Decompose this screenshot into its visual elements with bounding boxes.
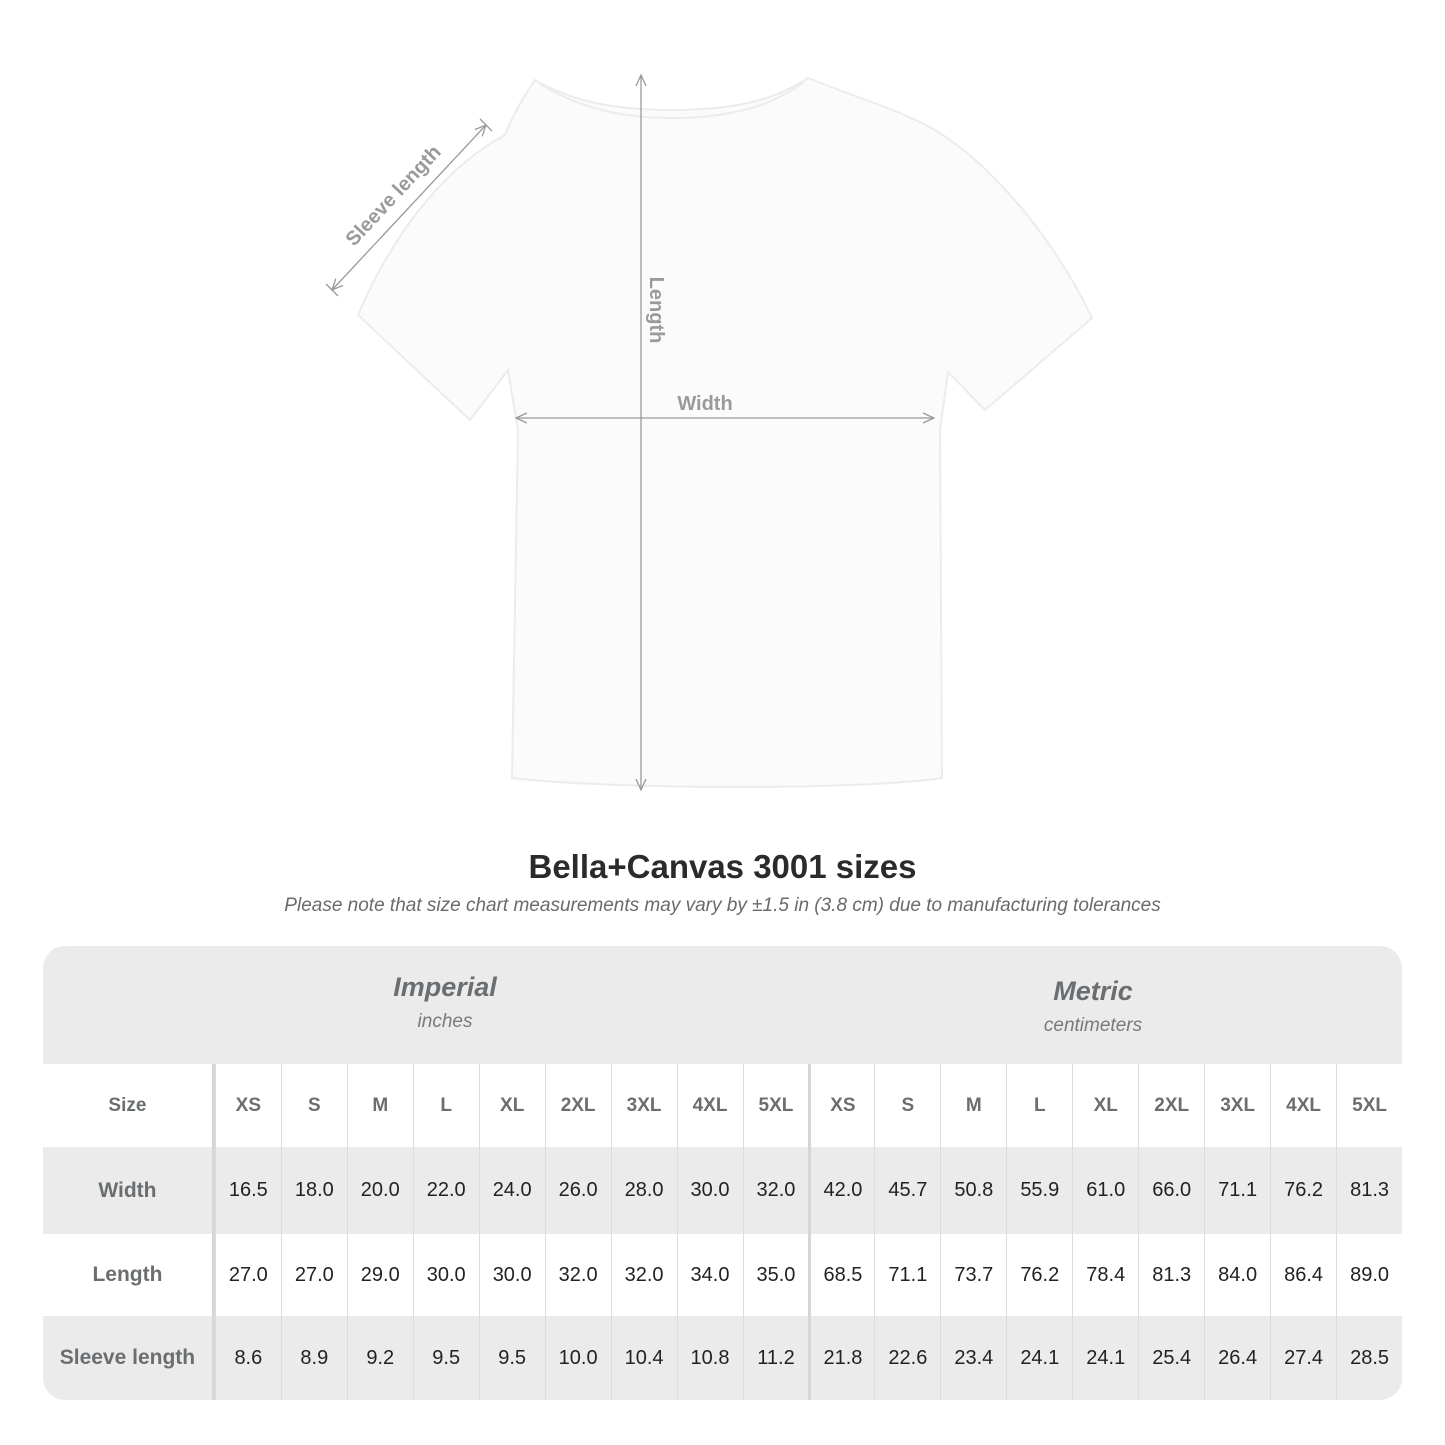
table-cell: 76.2 (1006, 1234, 1072, 1316)
table-cell: L (1006, 1064, 1072, 1147)
table-cell: 2XL (544, 1064, 611, 1147)
table-cell: 32.0 (544, 1234, 611, 1316)
table-cell: XL (1072, 1064, 1138, 1147)
table-cell: 23.4 (940, 1316, 1006, 1400)
table-cell: S (874, 1064, 940, 1147)
table-cell: 71.1 (1204, 1147, 1270, 1234)
table-cell: 35.0 (742, 1234, 809, 1316)
table-cell: 30.0 (412, 1234, 479, 1316)
table-cell: 9.2 (346, 1316, 413, 1400)
sleeve-measure-line (332, 125, 486, 290)
table-cell: 26.4 (1204, 1316, 1270, 1400)
table-cell: 4XL (676, 1064, 743, 1147)
table-cell: 73.7 (940, 1234, 1006, 1316)
table-cell: 66.0 (1138, 1147, 1204, 1234)
table-row-width: Width 16.5 18.0 20.0 22.0 24.0 26.0 28.0 30.0 32.… (43, 1147, 1402, 1234)
imperial-header: Imperial inches (245, 972, 645, 1033)
table-cell: XL (478, 1064, 545, 1147)
table-cell: 78.4 (1072, 1234, 1138, 1316)
table-cell: 28.5 (1336, 1316, 1402, 1400)
metric-header: Metric centimeters (893, 976, 1293, 1037)
table-cell: 3XL (610, 1064, 677, 1147)
metric-unit: centimeters (1043, 1015, 1143, 1036)
row-label: Width (43, 1147, 215, 1234)
table-cell: 27.4 (1270, 1316, 1336, 1400)
table-cell: 32.0 (610, 1234, 677, 1316)
imperial-unit: inches (417, 1011, 473, 1032)
page-title: Bella+Canvas 3001 sizes (528, 848, 917, 885)
row-label: Size (43, 1064, 215, 1147)
table-cell: 45.7 (874, 1147, 940, 1234)
table-cell: 24.1 (1072, 1316, 1138, 1400)
table-cell: 21.8 (808, 1316, 874, 1400)
row-label: Length (43, 1234, 215, 1316)
table-cell: 3XL (1204, 1064, 1270, 1147)
table-cell: 81.3 (1336, 1147, 1402, 1234)
table-cell: 8.6 (214, 1316, 281, 1400)
table-cell: 30.0 (676, 1147, 743, 1234)
table-cell: 50.8 (940, 1147, 1006, 1234)
table-cell: 4XL (1270, 1064, 1336, 1147)
table-cell: 11.2 (742, 1316, 809, 1400)
table-cell: 86.4 (1270, 1234, 1336, 1316)
size-row: Size XS S M L XL 2XL 3XL 4XL 5XL XS S M L XL 2XL 3XL 4XL… (43, 1064, 1402, 1147)
table-cell: XS (808, 1064, 874, 1147)
width-label: Width (677, 393, 732, 415)
length-label: Length (645, 277, 667, 344)
table-cell: 28.0 (610, 1147, 677, 1234)
imperial-title: Imperial (393, 972, 497, 1002)
table-cell: 20.0 (346, 1147, 413, 1234)
table-cell: 18.0 (280, 1147, 347, 1234)
tshirt-diagram: Length Width Sleeve length (325, 0, 1094, 830)
unit-header: Imperial inches Metric centimeters (43, 946, 1402, 1064)
table-cell: 5XL (1336, 1064, 1402, 1147)
table-cell: 84.0 (1204, 1234, 1270, 1316)
table-cell: M (940, 1064, 1006, 1147)
table-cell: 68.5 (808, 1234, 874, 1316)
table-cell: 5XL (742, 1064, 809, 1147)
table-cell: 9.5 (412, 1316, 479, 1400)
metric-title: Metric (1053, 976, 1133, 1006)
tolerance-note: Please note that size chart measurements… (284, 895, 1161, 916)
table-cell: 25.4 (1138, 1316, 1204, 1400)
table-cell: 9.5 (478, 1316, 545, 1400)
table-cell: L (412, 1064, 479, 1147)
table-cell: 22.6 (874, 1316, 940, 1400)
table-cell: 34.0 (676, 1234, 743, 1316)
table-cell: 81.3 (1138, 1234, 1204, 1316)
table-cell: 26.0 (544, 1147, 611, 1234)
table-cell: 32.0 (742, 1147, 809, 1234)
table-cell: 71.1 (874, 1234, 940, 1316)
tshirt-shape (356, 76, 1094, 788)
row-label: Sleeve length (43, 1316, 215, 1400)
table-cell: 30.0 (478, 1234, 545, 1316)
table-cell: 24.1 (1006, 1316, 1072, 1400)
size-table: Imperial inches Metric centimeters Size … (43, 946, 1402, 1400)
table-cell: S (280, 1064, 347, 1147)
table-cell: 29.0 (346, 1234, 413, 1316)
table-cell: M (346, 1064, 413, 1147)
table-cell: 42.0 (808, 1147, 874, 1234)
table-cell: 10.8 (676, 1316, 743, 1400)
table-cell: 10.4 (610, 1316, 677, 1400)
table-cell: 24.0 (478, 1147, 545, 1234)
table-cell: XS (214, 1064, 281, 1147)
table-cell: 76.2 (1270, 1147, 1336, 1234)
table-cell: 61.0 (1072, 1147, 1138, 1234)
table-cell: 27.0 (280, 1234, 347, 1316)
table-cell: 55.9 (1006, 1147, 1072, 1234)
table-cell: 10.0 (544, 1316, 611, 1400)
table-cell: 16.5 (214, 1147, 281, 1234)
table-cell: 8.9 (280, 1316, 347, 1400)
table-cell: 22.0 (412, 1147, 479, 1234)
table-row-sleeve-length: Sleeve length 8.6 8.9 9.2 9.5 9.5 10.0 10.4 10.8… (43, 1316, 1402, 1400)
table-cell: 89.0 (1336, 1234, 1402, 1316)
table-cell: 2XL (1138, 1064, 1204, 1147)
table-row-length: Length 27.0 27.0 29.0 30.0 30.0 32.0 32.0 34.0 35… (43, 1234, 1402, 1316)
table-cell: 27.0 (214, 1234, 281, 1316)
